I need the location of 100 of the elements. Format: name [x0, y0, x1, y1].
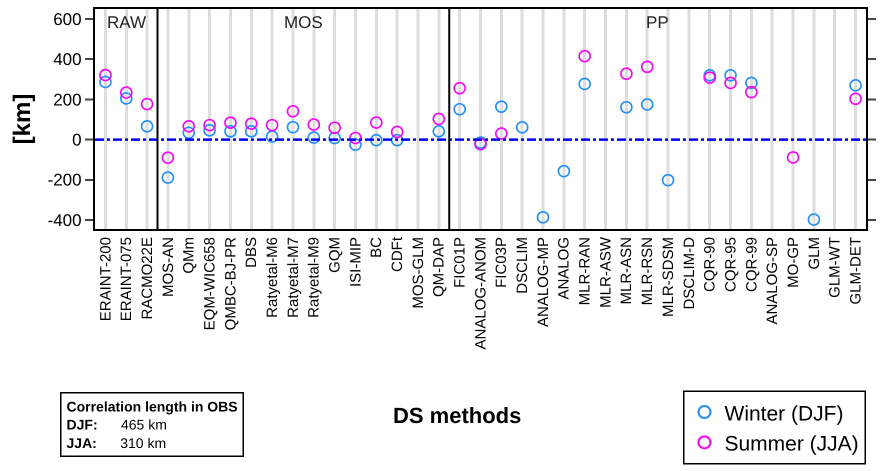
x-tick-label: FIC01P — [452, 237, 469, 288]
annotation: PP — [646, 13, 669, 32]
point — [120, 86, 133, 99]
point — [849, 92, 862, 106]
text: Correlation length in OBS — [66, 398, 238, 414]
x-tick-label: BC — [368, 236, 386, 258]
legend-label: Winter (DJF) — [724, 402, 844, 426]
point — [370, 134, 383, 146]
x-tick-label: ERAINT-075 — [118, 237, 136, 322]
point — [266, 118, 278, 132]
x-tick-label: CQR-95 — [722, 237, 740, 292]
x-tick-label: Ratyetal-M6 — [264, 237, 281, 318]
x-tick-label: MLR-ASW — [597, 236, 614, 308]
point — [536, 211, 550, 224]
x-axis-title: DS methods — [393, 403, 522, 428]
point — [578, 78, 591, 90]
x-tick-label: CQR-99 — [743, 237, 760, 292]
point — [390, 134, 404, 146]
point — [495, 100, 508, 113]
x-tick-label: MLR-ASN — [618, 237, 636, 305]
point — [162, 171, 174, 184]
point — [120, 92, 133, 105]
text: 465 km — [120, 416, 167, 433]
point — [370, 116, 383, 129]
point — [224, 116, 237, 130]
x-tick-label: DBS — [243, 237, 260, 268]
point — [745, 76, 758, 90]
point — [244, 125, 258, 138]
x-tick-label: QMm — [180, 237, 198, 274]
x-tick-label: RACMO22E — [138, 237, 156, 320]
point — [140, 98, 154, 110]
point — [662, 174, 674, 186]
point — [620, 100, 633, 114]
point — [745, 86, 758, 98]
x-tick-label: GQM — [326, 237, 344, 273]
x-tick-label: CDFt — [389, 236, 406, 272]
point — [724, 76, 737, 90]
x-tick-label: GLM-DET — [847, 237, 864, 304]
point — [432, 125, 446, 138]
x-tick-label: MLR-RSN — [639, 237, 656, 306]
point — [558, 164, 570, 178]
point — [516, 121, 528, 134]
point — [266, 130, 278, 143]
point — [349, 138, 362, 151]
x-tick-label: QM-DAP — [430, 237, 448, 297]
x-tick-label: ISI-MIP — [347, 237, 364, 288]
x-tick-label: GLM — [806, 237, 823, 270]
point — [140, 120, 154, 133]
x-tick-label: Ratyetal-M7 — [284, 237, 302, 318]
text: JJA: — [66, 434, 97, 451]
x-tick-label: Ratyetal-M9 — [306, 237, 323, 318]
x-tick-label: FIC03P — [493, 237, 510, 288]
point — [99, 68, 112, 82]
point — [495, 127, 508, 140]
point — [349, 132, 362, 144]
x-tick-label: ANALOG-ANOM — [472, 237, 490, 350]
point — [724, 69, 737, 82]
y-tick-label: 400 — [53, 50, 82, 70]
text: DJF: — [66, 416, 98, 433]
y-tick-label: 200 — [53, 90, 82, 110]
point — [620, 67, 633, 80]
point — [286, 120, 300, 134]
x-tick-label: MO-GP — [784, 237, 802, 288]
x-tick-label: ANALOG-MP — [534, 237, 552, 328]
x-tick-label: MOS-AN — [160, 237, 177, 297]
y-tick-label: -400 — [48, 210, 82, 230]
point — [162, 151, 174, 164]
x-tick-label: DSCLIM-D — [680, 236, 698, 310]
point — [390, 126, 404, 138]
point — [244, 117, 258, 130]
point — [453, 82, 466, 94]
point — [703, 71, 716, 84]
x-tick-label: MLR-SDSM — [660, 237, 677, 318]
point — [224, 125, 237, 138]
point — [432, 112, 446, 126]
point — [286, 104, 300, 118]
y-tick-label: 600 — [53, 10, 82, 29]
point — [182, 120, 196, 133]
point — [453, 102, 466, 116]
point — [849, 79, 862, 92]
x-tick-label: EQM-WIC658 — [201, 237, 218, 330]
annotation: MOS — [284, 13, 323, 32]
point — [328, 121, 341, 134]
y-tick-label: 0 — [72, 130, 82, 150]
annotation: RAW — [107, 13, 146, 32]
y-axis-title: [km] — [9, 94, 36, 144]
point — [203, 124, 216, 137]
point — [640, 60, 654, 74]
y-tick-label: -200 — [48, 170, 82, 190]
point — [786, 151, 800, 164]
point — [182, 126, 196, 140]
point — [640, 98, 654, 111]
point — [328, 132, 341, 144]
x-tick-label: DSCLIM — [514, 237, 532, 294]
text: 310 km — [120, 434, 166, 451]
point — [99, 76, 112, 88]
point — [578, 50, 591, 63]
x-tick-label: ANALOG — [556, 237, 573, 300]
point — [308, 131, 320, 144]
x-tick-label: MLR-RAN — [576, 237, 594, 306]
